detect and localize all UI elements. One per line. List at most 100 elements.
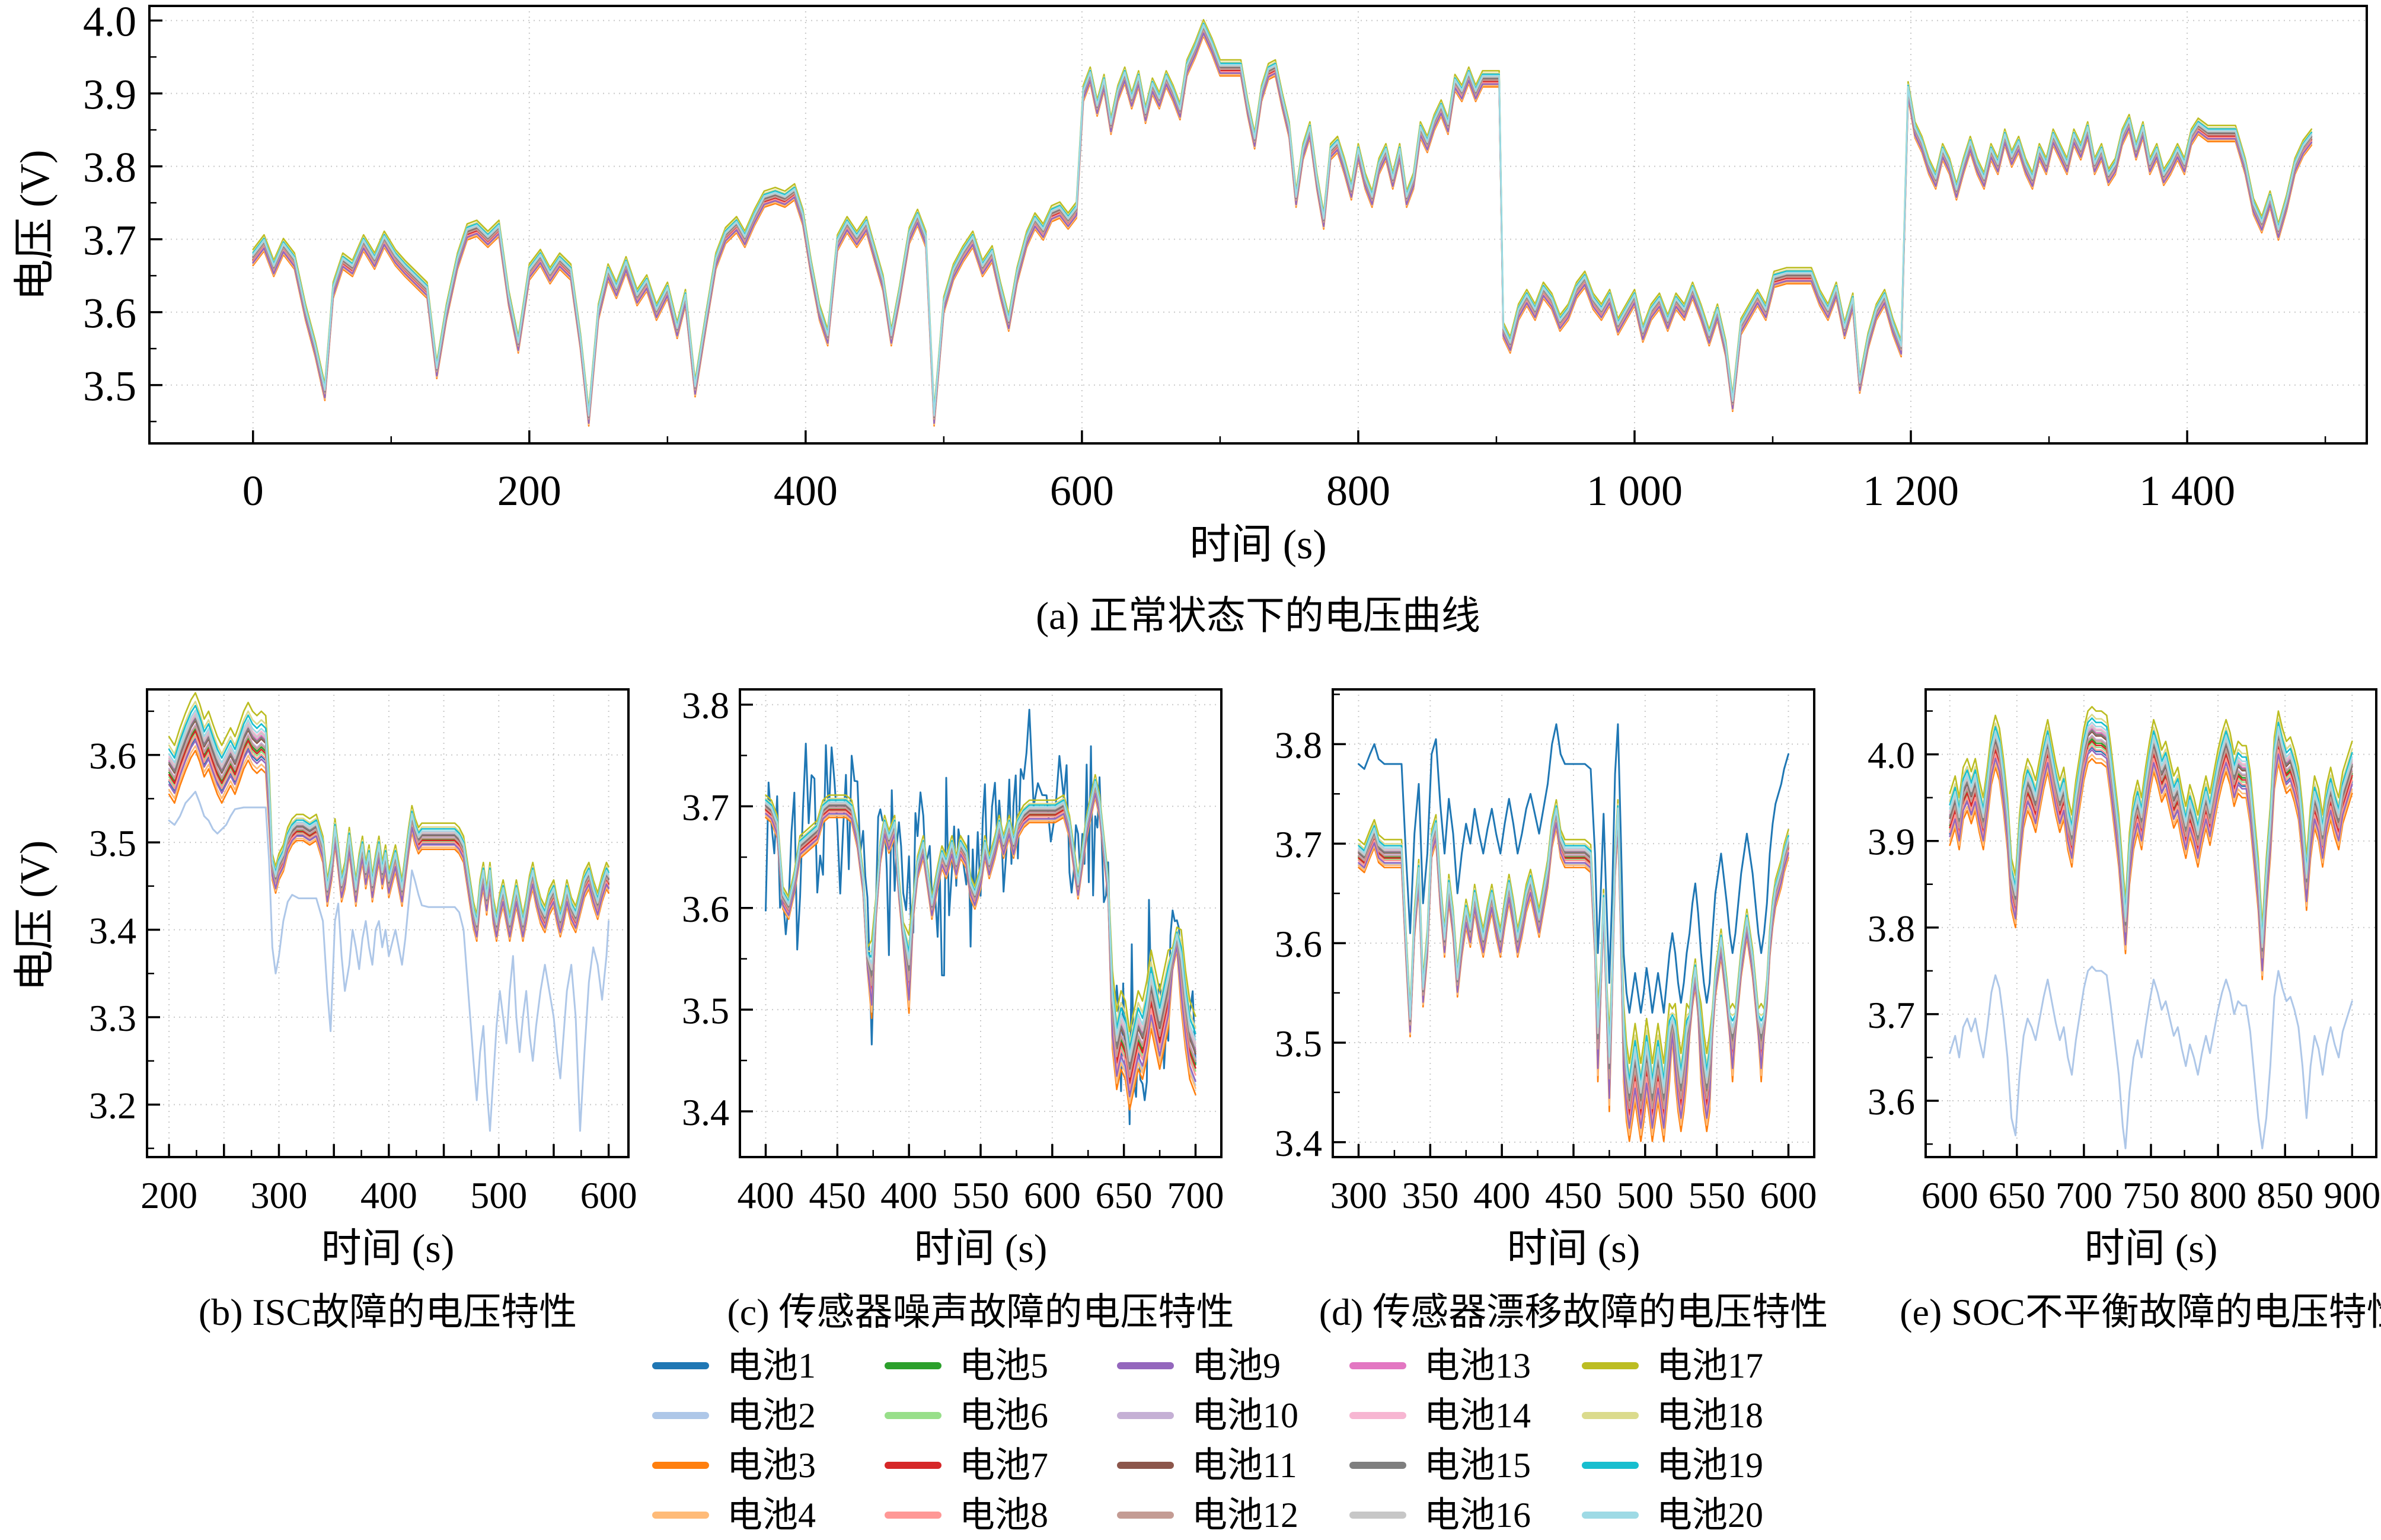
panel-a-ylabel: 电压 (V) [12,149,58,301]
panel-a-series-battery-12 [252,28,2313,420]
y-tick-label: 3.6 [1868,1081,1915,1123]
y-tick-label: 3.7 [1275,823,1322,865]
x-tick-label: 450 [1545,1174,1602,1216]
legend-swatch-battery-2 [652,1412,709,1419]
panel-a-series-battery-5 [252,28,2313,421]
panel-a-series-battery-7 [252,29,2313,421]
x-tick-label: 600 [1024,1174,1081,1216]
x-tick-label: 450 [809,1174,866,1216]
panel-b-caption: (b) ISC故障的电压特性 [198,1291,577,1333]
x-tick-label: 400 [880,1174,937,1216]
legend-swatch-battery-13 [1349,1362,1406,1369]
legend-item-battery-12: 电池12 [1117,1490,1349,1540]
x-tick-label: 800 [2190,1174,2246,1216]
panel-b-ylabel: 电压 (V) [12,840,58,992]
legend-item-battery-9: 电池9 [1117,1341,1349,1391]
panel-b-series-battery-20 [168,709,609,924]
panel-d-series-battery-1 [1358,723,1789,1014]
legend-label-battery-13: 电池13 [1424,1346,1531,1385]
legend-swatch-battery-7 [885,1462,941,1469]
x-tick-label: 400 [738,1174,794,1216]
legend-swatch-battery-19 [1582,1462,1639,1469]
panel-a-plot-border [148,5,2368,445]
x-tick-label: 800 [1326,467,1390,515]
x-tick-label: 0 [242,467,264,515]
x-tick-label: 500 [470,1174,527,1216]
panel-b-series-battery-2 [168,791,610,1132]
y-tick-label: 4.0 [83,0,136,46]
legend-item-battery-16: 电池16 [1349,1490,1582,1540]
legend-swatch-battery-17 [1582,1362,1639,1369]
legend-label-battery-2: 电池2 [727,1396,816,1435]
legend-item-battery-14: 电池14 [1349,1391,1582,1440]
legend-label-battery-8: 电池8 [959,1496,1048,1535]
x-tick-label: 600 [1922,1174,1978,1216]
legend-label-battery-1: 电池1 [727,1346,816,1385]
x-tick-label: 500 [1617,1174,1674,1216]
x-tick-label: 350 [1402,1174,1458,1216]
y-tick-label: 3.6 [682,888,729,930]
panel-e-xlabel: 时间 (s) [2084,1226,2218,1271]
legend-item-battery-3: 电池3 [652,1440,885,1490]
x-tick-label: 750 [2123,1174,2179,1216]
x-tick-label: 900 [2323,1174,2380,1216]
x-tick-label: 600 [1050,467,1114,515]
legend-swatch-battery-8 [885,1512,941,1519]
legend-item-battery-10: 电池10 [1117,1391,1349,1440]
legend-item-battery-19: 电池19 [1582,1440,1814,1490]
x-tick-label: 200 [141,1174,197,1216]
y-tick-label: 3.7 [83,217,136,264]
panel-a-series-battery-19 [252,23,2313,414]
panel-d: 300 350 400 450 500 550 600 3.4 3.5 3.6 3.7 3.8 [1275,688,1817,1216]
legend-label-battery-3: 电池3 [727,1446,816,1485]
legend-swatch-battery-14 [1349,1412,1406,1419]
x-tick-label: 650 [1989,1174,2045,1216]
y-tick-label: 3.7 [1868,994,1915,1036]
panel-b-plot-border [146,688,630,1158]
panel-a-series-battery-13 [252,25,2313,418]
legend-label-battery-9: 电池9 [1192,1346,1281,1385]
panel-c: 400 450 400 550 600 650 700 3.4 3.5 3.6 3.7 3.8 [682,685,1224,1216]
y-tick-label: 3.5 [89,822,136,864]
y-tick-label: 3.9 [83,71,136,119]
panel-a-series-battery-11 [252,27,2313,418]
panel-d-caption: (d) 传感器漂移故障的电压特性 [1319,1291,1828,1333]
y-tick-label: 3.7 [682,786,729,828]
legend-swatch-battery-4 [652,1512,709,1519]
panel-c-series-battery-9 [765,793,1196,1098]
legend-label-battery-17: 电池17 [1657,1346,1763,1385]
legend-item-battery-2: 电池2 [652,1391,885,1440]
x-tick-label: 300 [1330,1174,1387,1216]
legend-swatch-battery-15 [1349,1462,1406,1469]
y-tick-label: 3.8 [83,144,136,191]
legend-label-battery-16: 电池16 [1424,1496,1531,1535]
legend-label-battery-20: 电池20 [1657,1496,1763,1535]
panel-c-series-battery-1 [765,708,1196,1126]
panel-d-xlabel: 时间 (s) [1507,1226,1640,1271]
panel-c-xlabel: 时间 (s) [914,1226,1048,1271]
legend-label-battery-15: 电池15 [1424,1446,1531,1485]
legend-swatch-battery-9 [1117,1362,1174,1369]
legend-label-battery-4: 电池4 [727,1496,816,1535]
legend-swatch-battery-10 [1117,1412,1174,1419]
panel-d-series-battery-17 [1358,799,1789,1065]
panel-c-series-battery-18 [765,777,1196,1044]
legend-item-battery-15: 电池15 [1349,1440,1582,1490]
legend-swatch-battery-6 [885,1412,941,1419]
x-tick-label: 700 [2056,1174,2112,1216]
legend-label-battery-7: 电池7 [959,1446,1048,1485]
legend-swatch-battery-18 [1582,1412,1639,1419]
panel-a-series-battery-18 [252,21,2313,413]
x-tick-label: 1 200 [1863,467,1959,515]
legend-label-battery-5: 电池5 [959,1346,1048,1385]
panel-c-series-battery-20 [765,781,1196,1056]
x-tick-label: 200 [497,467,561,515]
x-tick-label: 700 [1167,1174,1224,1216]
legend-label-battery-19: 电池19 [1657,1446,1763,1485]
panel-a-series-battery-10 [252,27,2313,420]
panel-d-series-battery-20 [1358,807,1789,1088]
legend-item-battery-7: 电池7 [885,1440,1117,1490]
legend-item-battery-1: 电池1 [652,1341,885,1391]
